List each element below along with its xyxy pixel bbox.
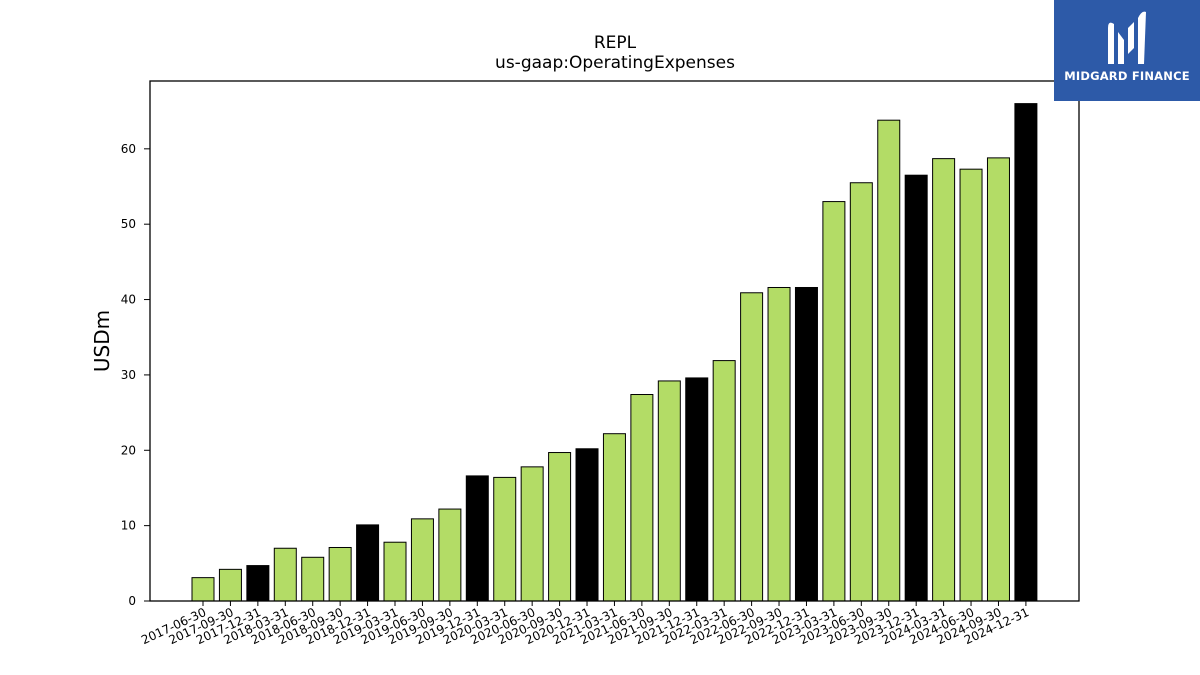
x-axis-ticks: 2017-06-302017-09-302017-12-312018-03-31… — [139, 601, 1031, 647]
y-tick-label: 30 — [121, 368, 136, 382]
bar-2023-06-30 — [849, 182, 873, 602]
bars-group — [191, 103, 1038, 602]
bar-2021-09-30 — [657, 380, 681, 602]
y-axis-label: USDm — [90, 310, 114, 372]
bar-2019-09-30 — [438, 508, 462, 602]
bar-2024-09-30 — [986, 157, 1010, 602]
bar-2020-03-31 — [493, 476, 517, 602]
bar-2021-03-31 — [602, 433, 626, 602]
bar-2023-09-30 — [877, 119, 901, 602]
bar-2017-12-31 — [246, 565, 270, 602]
bar-2019-03-31 — [383, 541, 407, 602]
bar-2022-06-30 — [740, 292, 764, 602]
bar-2022-09-30 — [767, 286, 791, 602]
y-tick-label: 40 — [121, 293, 136, 307]
bar-2018-03-31 — [273, 547, 297, 602]
bar-2024-06-30 — [959, 168, 983, 602]
y-tick-label: 10 — [121, 519, 136, 533]
bar-2020-09-30 — [548, 452, 572, 602]
y-tick-label: 0 — [128, 594, 136, 608]
bar-2022-12-31 — [794, 286, 818, 602]
brand-logo: MIDGARD FINANCE — [1054, 0, 1200, 101]
bar-2018-09-30 — [328, 546, 352, 602]
bar-2018-06-30 — [301, 556, 325, 602]
bar-2020-12-31 — [575, 448, 599, 602]
bar-2017-06-30 — [191, 577, 215, 602]
y-tick-label: 20 — [121, 443, 136, 457]
y-tick-label: 60 — [121, 142, 136, 156]
bar-2023-03-31 — [822, 201, 846, 602]
bar-2024-03-31 — [932, 158, 956, 602]
bar-2021-12-31 — [685, 377, 709, 602]
bar-2022-03-31 — [712, 360, 736, 602]
y-axis-ticks: 0 10 20 30 40 50 60 — [121, 142, 150, 608]
plot-frame — [149, 80, 1080, 602]
chart-title: REPL — [594, 33, 637, 53]
bar-2018-12-31 — [356, 524, 380, 602]
bar-2020-06-30 — [520, 466, 544, 602]
chart-subtitle: us-gaap:OperatingExpenses — [495, 53, 735, 73]
midgard-logo-icon — [1108, 11, 1146, 65]
bar-2023-12-31 — [904, 174, 928, 602]
y-tick-label: 50 — [121, 217, 136, 231]
bar-2019-12-31 — [465, 475, 489, 602]
bar-2021-06-30 — [630, 394, 654, 602]
bar-2019-06-30 — [410, 518, 434, 602]
brand-logo-text: MIDGARD FINANCE — [1064, 69, 1190, 83]
bar-2024-12-31 — [1014, 103, 1038, 602]
bar-2017-09-30 — [218, 568, 242, 602]
